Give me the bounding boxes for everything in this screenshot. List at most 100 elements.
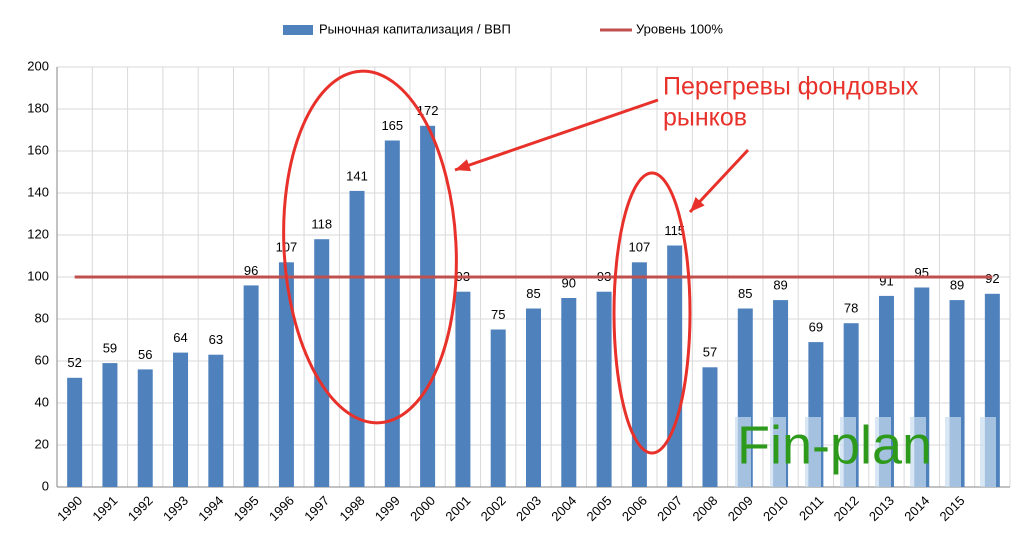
value-label: 107 (276, 240, 298, 255)
x-tick-label: 2005 (584, 493, 615, 524)
value-label: 96 (244, 263, 258, 278)
x-tick-label: 2009 (725, 493, 756, 524)
watermark-bg (770, 417, 786, 487)
x-tick-label: 1997 (301, 493, 332, 524)
value-label: 85 (738, 286, 752, 301)
y-tick-label: 40 (35, 394, 49, 409)
value-label: 165 (381, 118, 403, 133)
value-label: 92 (985, 271, 999, 286)
value-label: 141 (346, 168, 368, 183)
value-label: 118 (311, 217, 332, 232)
x-tick-label: 2001 (442, 493, 473, 524)
value-label: 115 (664, 223, 685, 238)
value-label: 69 (809, 320, 823, 335)
bar (702, 367, 718, 487)
y-tick-label: 80 (35, 310, 49, 325)
x-tick-label: 2000 (407, 493, 438, 524)
y-tick-label: 200 (27, 58, 49, 73)
x-tick-label: 2013 (866, 493, 897, 524)
bar (490, 329, 506, 487)
value-label: 59 (103, 341, 117, 356)
bar (667, 245, 683, 487)
y-tick-label: 160 (27, 142, 49, 157)
arrow-head (690, 196, 705, 212)
value-label: 90 (562, 275, 576, 290)
highlights (282, 69, 692, 455)
x-tick-label: 1998 (337, 493, 368, 524)
bar (420, 125, 436, 488)
x-tick-label: 2003 (513, 493, 544, 524)
x-tick-label: 2015 (937, 493, 968, 524)
watermark-bg (875, 417, 891, 487)
x-tick-label: 1996 (266, 493, 297, 524)
watermark-bg (910, 417, 926, 487)
arrow-head (455, 159, 471, 172)
x-tick-label: 2012 (831, 493, 862, 524)
annotation: Перегревы фондовых (663, 73, 919, 101)
y-tick-label: 20 (35, 436, 49, 451)
value-label: 89 (950, 278, 964, 293)
x-tick-label: 1999 (372, 493, 403, 524)
bar (278, 262, 294, 487)
value-label: 85 (526, 286, 540, 301)
value-label: 75 (491, 307, 505, 322)
x-tick-label: 2004 (548, 493, 579, 524)
bar (596, 291, 612, 487)
legend-swatch (283, 25, 313, 35)
value-label: 89 (773, 278, 787, 293)
bar (561, 298, 577, 487)
bar (208, 354, 224, 487)
x-tick-label: 2011 (796, 493, 826, 523)
x-tick-label: 1990 (54, 493, 85, 524)
y-tick-label: 60 (35, 352, 49, 367)
value-label: 57 (703, 345, 717, 360)
x-tick-label: 2010 (760, 493, 791, 524)
y-tick-label: 140 (27, 184, 49, 199)
legend-label: Уровень 100% (636, 21, 723, 36)
y-tick-label: 120 (27, 226, 49, 241)
y-tick-label: 180 (27, 100, 49, 115)
bar (67, 377, 83, 487)
arrow (454, 98, 659, 172)
x-tick-label: 2014 (901, 493, 932, 524)
ellipse (612, 171, 692, 455)
bar (455, 291, 471, 487)
bar (243, 285, 259, 487)
x-tick-label: 2002 (478, 493, 509, 524)
value-label: 63 (209, 332, 223, 347)
watermark-bg (840, 417, 856, 487)
bar (349, 190, 365, 487)
watermark: Fin-plan (735, 415, 996, 487)
x-tick-label: 1992 (125, 493, 156, 524)
annotation: рынков (663, 104, 747, 132)
watermark-bg (805, 417, 821, 487)
bar (631, 262, 647, 487)
x-tick-label: 1993 (160, 493, 191, 524)
bar (102, 363, 118, 487)
x-tick-label: 1994 (195, 493, 226, 524)
bar (384, 140, 400, 487)
value-label: 107 (629, 240, 651, 255)
bar (526, 308, 541, 487)
value-label: 78 (844, 301, 858, 316)
watermark-bg (945, 417, 961, 487)
bar (314, 239, 330, 487)
value-label: 52 (67, 355, 81, 370)
value-label: 56 (138, 347, 152, 362)
x-tick-label: 1995 (231, 493, 262, 524)
value-label: 64 (173, 330, 187, 345)
x-tick-label: 2008 (689, 493, 720, 524)
ellipse (282, 69, 458, 425)
y-tick-label: 0 (42, 478, 49, 493)
x-tick-label: 2006 (619, 493, 650, 524)
bar (173, 352, 189, 487)
watermark-bg (980, 417, 996, 487)
bar (137, 369, 153, 487)
x-tick-label: 2007 (654, 493, 685, 524)
legend-label: Рыночная капитализация / ВВП (319, 21, 511, 36)
x-tick-label: 1991 (89, 493, 120, 524)
watermark-bg (735, 417, 751, 487)
y-tick-label: 100 (27, 268, 49, 283)
watermark-text: Fin-plan (737, 415, 932, 475)
